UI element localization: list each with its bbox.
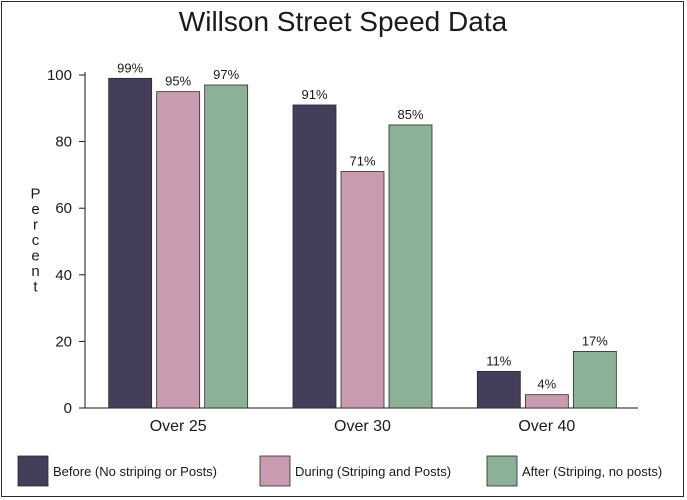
bar xyxy=(156,91,201,409)
bar xyxy=(524,394,569,409)
bar xyxy=(108,77,153,409)
chart-title: Willson Street Speed Data xyxy=(179,6,508,37)
legend-swatch xyxy=(259,455,291,487)
bar xyxy=(388,124,433,409)
bar xyxy=(340,171,385,409)
bar-value-label: 99% xyxy=(117,60,143,75)
bar-value-label: 11% xyxy=(486,353,511,368)
x-category-label: Over 30 xyxy=(334,418,391,435)
legend-label: After (Striping, no posts) xyxy=(522,464,662,479)
bar xyxy=(292,104,337,409)
y-tick-label: 80 xyxy=(55,134,72,151)
legend-swatch xyxy=(486,455,518,487)
bar xyxy=(204,84,249,409)
y-tick-label: 60 xyxy=(55,200,72,217)
bar-value-label: 71% xyxy=(349,154,375,169)
y-ticks: 0 20 40 60 80 100 xyxy=(47,67,85,417)
bars: 99% 95% 97% 91% 71% 85% 11% 4% 17% xyxy=(108,60,617,409)
bar-value-label: 97% xyxy=(213,67,239,82)
legend-swatch xyxy=(17,455,49,487)
y-tick-label: 100 xyxy=(47,67,72,84)
bar-value-label: 95% xyxy=(165,74,191,89)
y-tick-label: 0 xyxy=(64,400,72,417)
y-tick-label: 20 xyxy=(55,333,72,350)
x-categories: Over 25 Over 30 Over 40 xyxy=(150,418,576,435)
legend-label: During (Striping and Posts) xyxy=(295,464,451,479)
legend-label: Before (No striping or Posts) xyxy=(53,464,217,479)
bar-value-label: 17% xyxy=(582,333,608,348)
legend: Before (No striping or Posts) During (Str… xyxy=(17,455,662,487)
y-tick-label: 40 xyxy=(55,267,72,284)
x-category-label: Over 40 xyxy=(518,418,575,435)
bar-value-label: 91% xyxy=(301,87,327,102)
bar-value-label: 85% xyxy=(397,107,423,122)
bar xyxy=(476,370,521,409)
x-category-label: Over 25 xyxy=(150,418,207,435)
bar xyxy=(572,350,617,409)
bar-value-label: 4% xyxy=(537,377,556,392)
